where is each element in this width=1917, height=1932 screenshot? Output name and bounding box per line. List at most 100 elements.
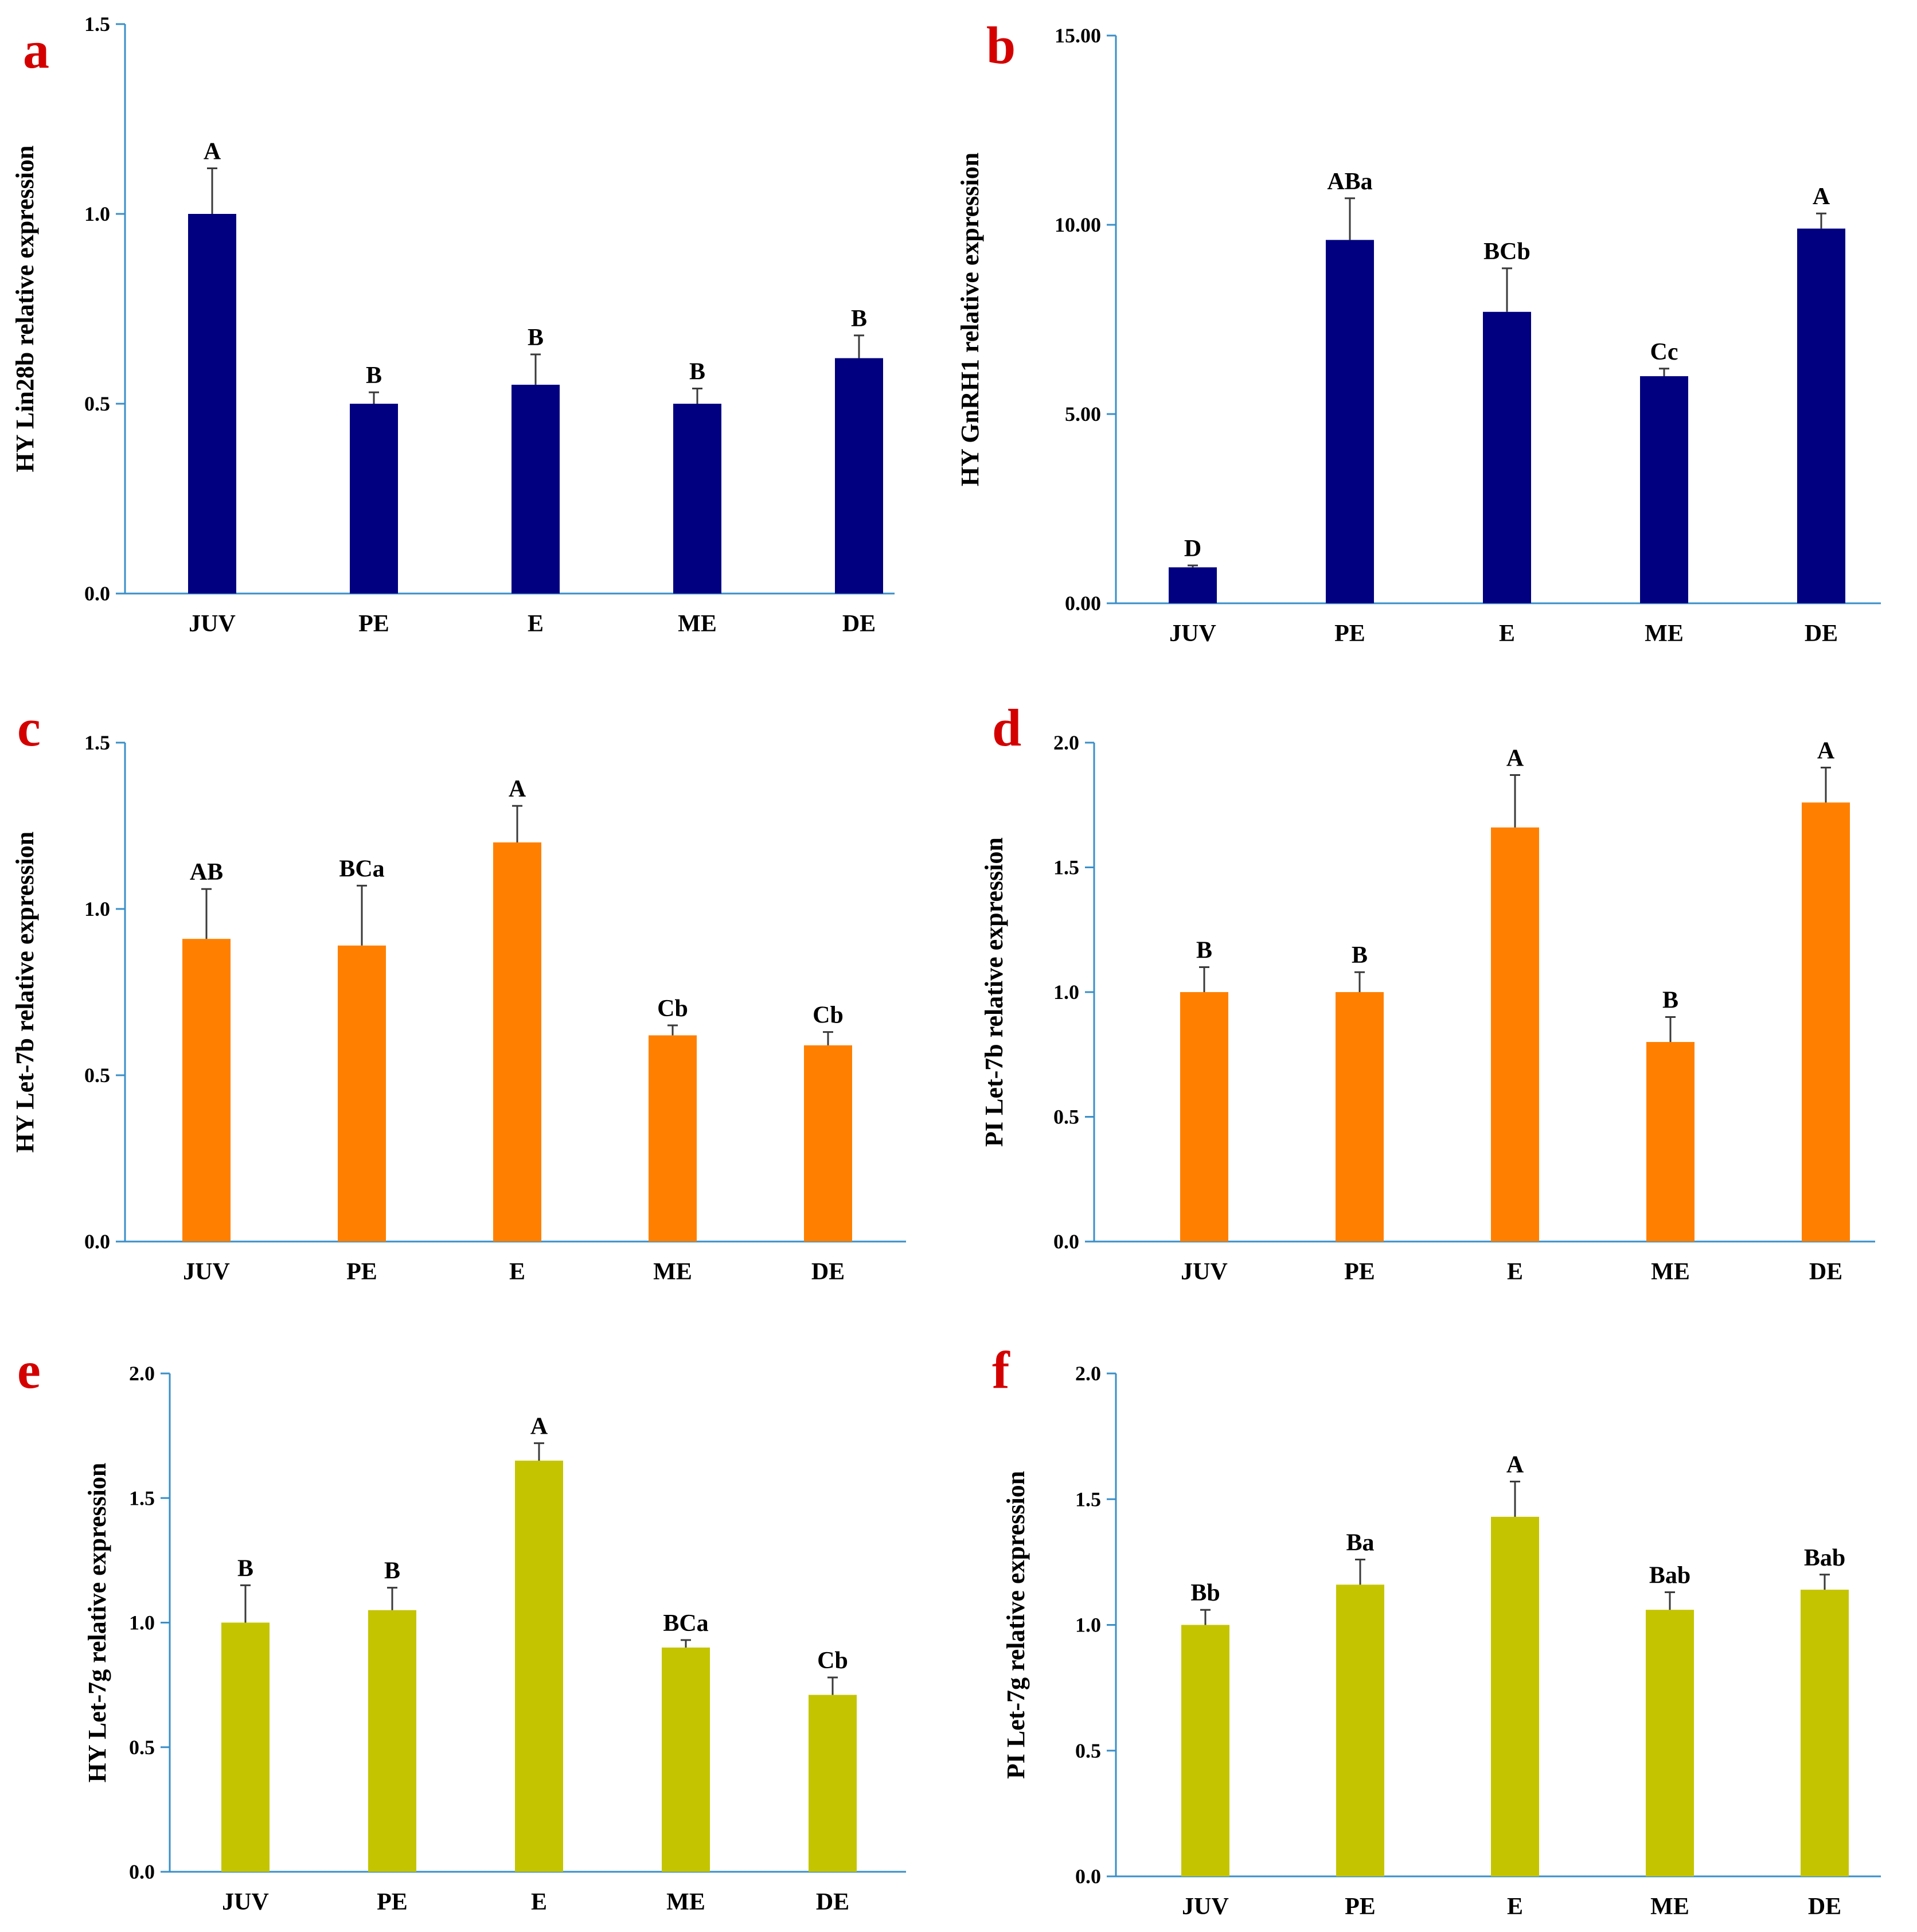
panel-letter-a: a	[23, 21, 49, 79]
y-tick-label: 1.5	[84, 731, 110, 754]
bar-me	[673, 404, 721, 594]
chart-panel-c: c 0.0 0.5 1.0 1.5 HY Let-7b relative expressi…	[11, 698, 906, 1285]
y-axis-title: HY Let-7b relative expression	[11, 832, 39, 1153]
y-tick-label: 0.0	[84, 1230, 110, 1253]
significance-label: A	[1813, 184, 1830, 210]
bar-pe	[368, 1610, 416, 1872]
bar-de	[1801, 1590, 1849, 1876]
bar-e	[1483, 311, 1531, 603]
category-label: DE	[1809, 1259, 1842, 1285]
significance-label: BCa	[339, 856, 384, 882]
significance-label: B	[384, 1558, 400, 1584]
category-label: ME	[1650, 1894, 1689, 1920]
category-label: PE	[1344, 1259, 1375, 1285]
category-label: E	[1499, 620, 1515, 647]
significance-label: Bb	[1190, 1580, 1220, 1606]
bar-me	[1646, 1042, 1695, 1242]
y-axis-title: HY Let-7g relative expression	[83, 1463, 111, 1783]
bar-e	[515, 1461, 563, 1872]
category-label: DE	[811, 1259, 845, 1285]
bar-juv	[1180, 992, 1228, 1242]
category-label: JUV	[1181, 1259, 1228, 1285]
y-tick-label: 1.0	[1053, 981, 1079, 1004]
chart-panel-e: e 0.0 0.5 1.0 1.5 2.0 HY Let-7g relative expre…	[17, 1341, 906, 1915]
bar-me	[1640, 376, 1688, 603]
category-label: PE	[1334, 620, 1365, 647]
bar-e	[512, 384, 560, 594]
bar-pe	[350, 404, 398, 594]
y-tick-label: 0.0	[84, 582, 110, 605]
significance-label: AB	[190, 859, 223, 885]
y-tick-label: 15.00	[1055, 24, 1101, 47]
category-label: JUV	[189, 611, 236, 637]
category-label: ME	[1645, 620, 1684, 647]
panel-letter-e: e	[17, 1341, 41, 1399]
category-label: E	[531, 1889, 547, 1915]
category-label: DE	[842, 611, 876, 637]
y-tick-label: 0.0	[1053, 1230, 1079, 1253]
panel-letter-c: c	[17, 698, 41, 757]
significance-label: D	[1184, 536, 1201, 562]
y-axis-title: PI Let-7g relative expression	[1002, 1471, 1030, 1779]
category-label: DE	[816, 1889, 849, 1915]
panel-letter-f: f	[992, 1341, 1010, 1399]
significance-label: Cc	[1650, 339, 1678, 365]
category-label: JUV	[1169, 620, 1216, 647]
category-label: DE	[1808, 1894, 1841, 1920]
y-axis-title: PI Let-7b relative expression	[980, 837, 1008, 1147]
y-tick-label: 0.5	[1053, 1106, 1079, 1129]
y-tick-label: 1.5	[1075, 1488, 1101, 1511]
category-label: JUV	[222, 1889, 269, 1915]
bar-me	[1646, 1610, 1694, 1876]
y-tick-label: 1.0	[84, 202, 110, 225]
y-tick-label: 0.0	[129, 1860, 155, 1883]
significance-label: Cb	[813, 1002, 844, 1029]
significance-label: A	[1506, 1452, 1524, 1478]
y-tick-label: 0.00	[1065, 592, 1101, 615]
chart-panel-d: d 0.0 0.5 1.0 1.5 2.0 PI Let-7b relative expre…	[980, 698, 1875, 1285]
y-tick-label: 0.5	[1075, 1739, 1101, 1762]
category-label: E	[509, 1259, 525, 1285]
bar-de	[804, 1045, 852, 1242]
bar-de	[809, 1695, 857, 1872]
bar-juv	[221, 1622, 270, 1872]
bar-pe	[338, 945, 386, 1242]
bar-de	[835, 358, 883, 594]
bar-me	[662, 1647, 710, 1872]
significance-label: A	[204, 139, 221, 165]
y-tick-label: 10.00	[1055, 213, 1101, 236]
bar-e	[493, 842, 541, 1242]
y-tick-label: 1.5	[129, 1486, 155, 1509]
y-tick-label: 2.0	[1075, 1362, 1101, 1385]
category-label: ME	[678, 611, 717, 637]
category-label: ME	[653, 1259, 692, 1285]
significance-label: B	[528, 325, 544, 351]
y-tick-label: 0.0	[1075, 1865, 1101, 1888]
category-label: PE	[346, 1259, 377, 1285]
significance-label: B	[851, 306, 867, 332]
y-axis-title: HY GnRH1 relative expression	[956, 153, 984, 486]
bar-e	[1491, 1516, 1539, 1876]
panel-letter-b: b	[986, 16, 1016, 75]
bar-e	[1491, 827, 1539, 1242]
significance-label: B	[366, 362, 382, 389]
significance-label: A	[530, 1414, 548, 1440]
significance-label: A	[509, 776, 526, 802]
significance-label: Bab	[1649, 1562, 1690, 1588]
y-tick-label: 0.5	[84, 1064, 110, 1087]
y-tick-label: 2.0	[129, 1362, 155, 1385]
chart-panel-b: b 0.00 5.00 10.00 15.00 HY GnRH1 relative exp…	[956, 16, 1881, 647]
significance-label: A	[1817, 738, 1835, 764]
y-tick-label: 1.0	[84, 897, 110, 920]
chart-panel-a: a 0.0 0.5 1.0 1.5 HY Lin28b relative expressi…	[11, 13, 895, 637]
significance-label: Cb	[817, 1648, 848, 1674]
significance-label: B	[1662, 988, 1678, 1014]
significance-label: Ba	[1346, 1529, 1374, 1556]
category-label: E	[1507, 1259, 1523, 1285]
y-tick-label: 1.5	[1053, 856, 1079, 879]
category-label: PE	[377, 1889, 408, 1915]
y-tick-label: 0.5	[84, 392, 110, 415]
y-tick-label: 1.5	[84, 13, 110, 36]
bar-pe	[1326, 240, 1374, 603]
